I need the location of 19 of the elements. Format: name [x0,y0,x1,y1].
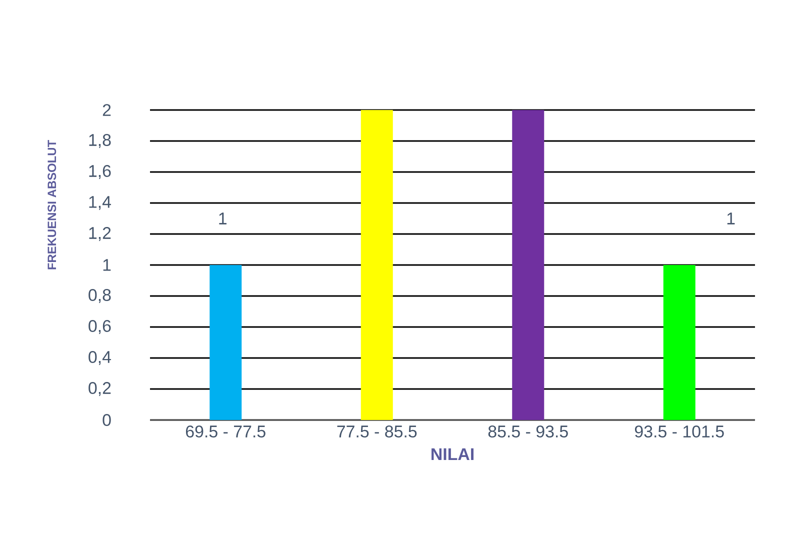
y-tick-label: 1,2 [89,226,111,241]
y-tick-label: 1,8 [89,134,111,148]
x-tick-label: 93.5 - 101.5 [634,426,724,438]
x-tick-label: 85.5 - 93.5 [488,426,568,438]
y-tick-label: 0,8 [88,288,111,303]
y-tick-label: 2 [102,104,111,116]
annotation: 1 [219,212,226,224]
x-axis-title: NILAI [432,448,474,460]
y-tick-label: 0,2 [88,382,111,396]
y-tick-label: 1 [103,259,111,271]
x-tick-label: 69.5 - 77.5 [186,426,266,438]
annotation: 1 [727,212,735,224]
x-tick-label: 77.5 - 85.5 [337,426,417,438]
y-tick-label: 1,6 [89,164,111,179]
y-tick-label: 0 [102,414,111,426]
y-axis-title: FREKUENSI ABSOLUT [48,140,56,270]
y-tick-label: 1,4 [89,196,111,210]
y-tick-label: 0,4 [88,350,111,365]
y-tick-label: 0,6 [88,320,111,334]
